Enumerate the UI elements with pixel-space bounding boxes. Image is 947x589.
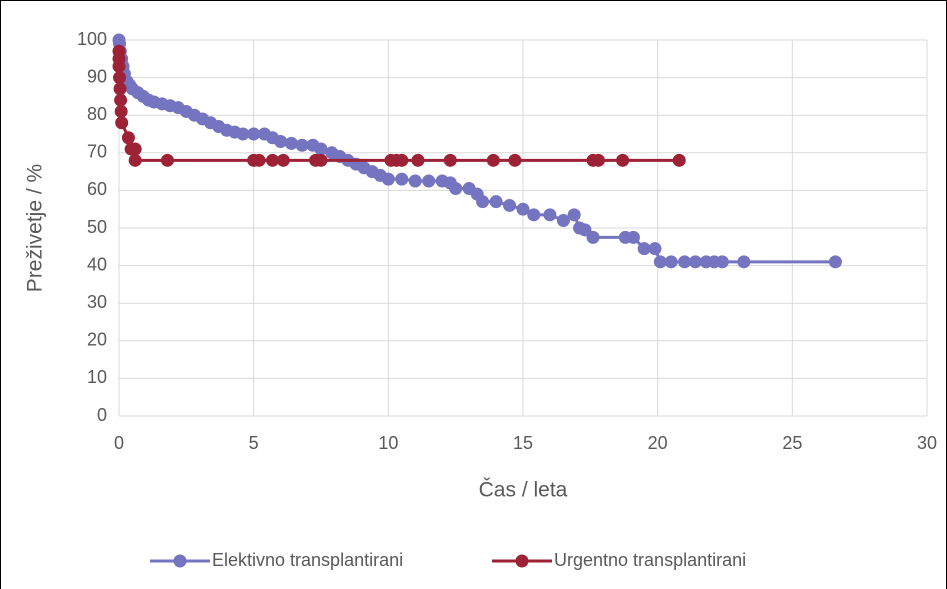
data-point — [284, 136, 298, 150]
x-axis-title: Čas / leta — [479, 479, 568, 502]
data-point — [637, 242, 651, 256]
data-point — [626, 230, 640, 244]
legend-marker — [515, 554, 529, 568]
data-point — [112, 59, 126, 73]
data-point — [128, 142, 142, 156]
data-point — [449, 182, 463, 196]
data-point — [653, 255, 667, 269]
data-point — [567, 208, 581, 222]
data-point — [314, 153, 328, 167]
data-point — [503, 198, 517, 212]
y-tick-label: 80 — [87, 104, 107, 124]
x-tick-label: 30 — [917, 433, 937, 453]
data-point — [486, 153, 500, 167]
data-point — [508, 153, 522, 167]
data-point — [247, 127, 261, 141]
data-point — [476, 195, 490, 209]
data-point — [252, 153, 266, 167]
data-point — [128, 153, 142, 167]
data-point — [672, 153, 686, 167]
data-point — [489, 195, 503, 209]
data-point — [591, 153, 605, 167]
y-tick-label: 30 — [87, 292, 107, 312]
data-point — [543, 208, 557, 222]
data-point — [516, 202, 530, 216]
y-tick-label: 0 — [97, 405, 107, 425]
legend-marker — [173, 554, 187, 568]
data-point — [160, 153, 174, 167]
data-point — [422, 174, 436, 188]
y-tick-label: 40 — [87, 254, 107, 274]
x-tick-label: 10 — [378, 433, 398, 453]
y-tick-label: 10 — [87, 367, 107, 387]
data-point — [395, 153, 409, 167]
data-point — [828, 255, 842, 269]
data-point — [648, 242, 662, 256]
y-tick-label: 70 — [87, 142, 107, 162]
y-tick-label: 60 — [87, 179, 107, 199]
data-point — [395, 172, 409, 186]
data-point — [527, 208, 541, 222]
y-tick-label: 20 — [87, 330, 107, 350]
x-tick-label: 25 — [782, 433, 802, 453]
data-point — [314, 142, 328, 156]
data-point — [113, 82, 127, 96]
data-point — [556, 213, 570, 227]
data-point — [295, 138, 309, 152]
x-tick-label: 15 — [513, 433, 533, 453]
data-point — [114, 104, 128, 118]
data-point — [664, 255, 678, 269]
series-line — [117, 39, 836, 264]
data-point — [586, 230, 600, 244]
data-point — [114, 93, 128, 107]
series-line — [117, 51, 680, 162]
y-tick-label: 90 — [87, 66, 107, 86]
x-tick-label: 0 — [114, 433, 124, 453]
y-tick-label: 100 — [77, 29, 107, 49]
data-point — [266, 153, 280, 167]
data-point — [381, 172, 395, 186]
data-point — [115, 116, 129, 130]
data-point — [616, 153, 630, 167]
y-axis-title: Preživetje / % — [24, 164, 47, 292]
data-point — [274, 135, 288, 149]
x-tick-label: 5 — [249, 433, 259, 453]
data-point — [236, 127, 250, 141]
data-point — [737, 255, 751, 269]
y-tick-label: 50 — [87, 217, 107, 237]
legend-label: Elektivno transplantirani — [212, 550, 403, 570]
x-tick-label: 20 — [648, 433, 668, 453]
data-point — [121, 131, 135, 145]
legend-label: Urgentno transplantirani — [554, 550, 746, 570]
data-point — [688, 255, 702, 269]
data-point — [678, 255, 692, 269]
data-point — [443, 153, 457, 167]
data-point — [715, 255, 729, 269]
data-point — [113, 71, 127, 85]
data-point — [408, 174, 422, 188]
data-point — [411, 153, 425, 167]
data-point — [276, 153, 290, 167]
